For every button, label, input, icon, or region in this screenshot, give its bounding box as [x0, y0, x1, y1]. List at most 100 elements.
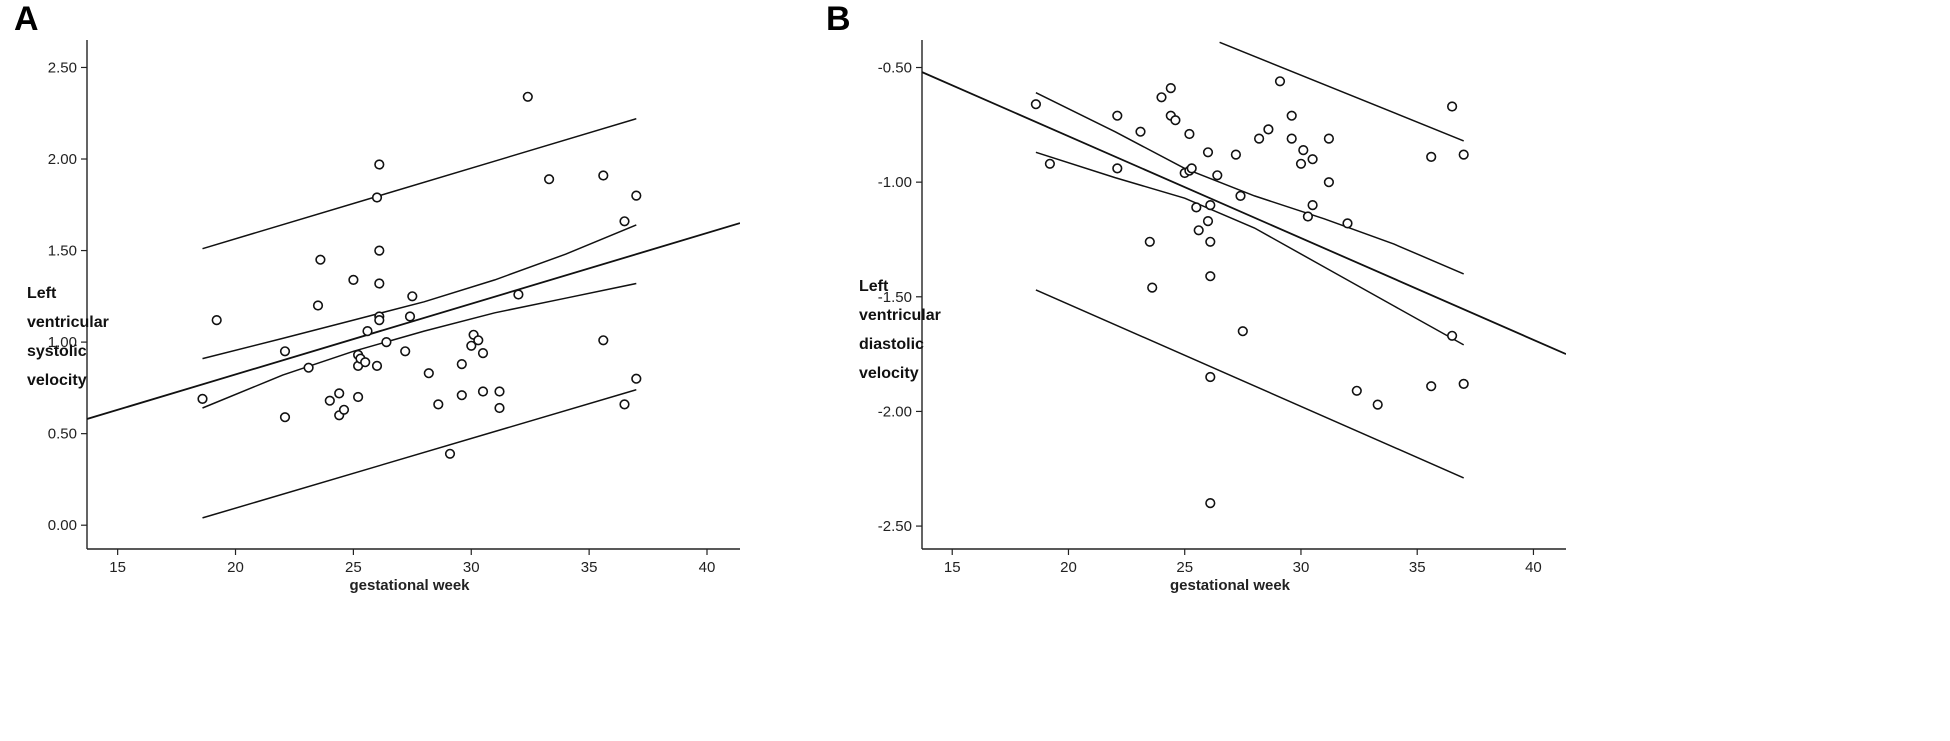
y-tick-label: 1.00	[48, 334, 77, 351]
y-axis-title-line: velocity	[27, 372, 87, 389]
data-point	[1156, 92, 1167, 103]
data-point	[543, 174, 555, 185]
data-point	[1186, 163, 1197, 174]
x-tick-label: 35	[581, 559, 598, 576]
data-point	[197, 393, 208, 405]
y-axis-title-line: Left	[859, 278, 889, 295]
prediction-interval-lower-line	[1035, 289, 1465, 479]
x-tick-label: 40	[1525, 559, 1542, 576]
data-point	[456, 390, 467, 401]
data-point	[1253, 133, 1265, 144]
mean-ci-lower-curve	[202, 282, 637, 409]
data-point	[494, 386, 505, 397]
data-point	[1184, 128, 1195, 140]
y-tick-label: 1.50	[48, 243, 77, 260]
x-tick-label: 40	[699, 559, 716, 576]
data-point	[598, 170, 609, 181]
data-point	[1426, 381, 1437, 392]
x-tick-label: 25	[1176, 559, 1193, 576]
x-tick-label: 25	[345, 559, 362, 576]
mean-ci-lower-curve	[1035, 151, 1465, 346]
data-point	[1205, 236, 1216, 247]
x-axis-title: gestational week	[1170, 577, 1291, 594]
data-point	[1446, 330, 1458, 341]
data-point	[279, 412, 291, 423]
data-point	[1307, 154, 1318, 165]
data-point	[1205, 371, 1216, 383]
y-tick-label: -1.00	[878, 174, 912, 191]
data-point	[1144, 236, 1155, 247]
data-point	[1202, 216, 1214, 227]
data-point	[400, 346, 411, 357]
data-point	[374, 315, 385, 326]
data-point	[1302, 211, 1313, 222]
x-tick-label: 20	[227, 559, 244, 576]
data-point	[1205, 271, 1216, 282]
data-point	[513, 289, 524, 300]
regression-fit-line	[87, 222, 740, 420]
data-point	[1044, 158, 1055, 169]
data-point	[404, 311, 416, 322]
y-tick-label: 0.00	[48, 517, 77, 534]
data-point	[1205, 200, 1216, 211]
data-point	[353, 391, 364, 403]
data-point	[494, 402, 505, 414]
data-point	[631, 373, 642, 384]
panel-letter: A	[14, 0, 39, 38]
data-point	[1446, 101, 1458, 112]
data-point	[456, 359, 467, 370]
data-point	[1235, 190, 1246, 201]
data-point	[1351, 385, 1362, 396]
data-point	[1295, 158, 1307, 169]
data-point	[1372, 399, 1383, 410]
data-point	[1030, 99, 1041, 110]
panel-a-systolic-chart: A 15 20 25 30 35 40 0.00 0.50 1.00 1.50 2.00 2.50 ges…	[14, 0, 740, 594]
prediction-interval-lower-line	[202, 388, 637, 519]
data-point	[466, 340, 477, 351]
x-tick-label: 30	[463, 559, 480, 576]
data-point	[1458, 378, 1469, 390]
y-tick-label: -2.00	[878, 403, 912, 420]
data-point	[1274, 76, 1286, 87]
data-point	[1298, 145, 1309, 156]
x-axis-title: gestational week	[349, 577, 470, 594]
data-point	[1263, 124, 1274, 135]
data-point	[433, 399, 444, 410]
x-tick-label: 20	[1060, 559, 1077, 576]
y-tick-label: 2.50	[48, 59, 77, 76]
data-point	[1112, 163, 1123, 174]
data-point	[348, 274, 359, 286]
mean-ci-upper-curve	[202, 224, 637, 360]
data-point	[303, 362, 314, 373]
data-point	[1135, 126, 1146, 137]
data-point	[1205, 498, 1216, 509]
y-tick-label: -2.50	[878, 518, 912, 535]
data-point	[522, 91, 533, 102]
data-point	[312, 300, 324, 311]
data-point	[362, 326, 373, 337]
data-point	[619, 399, 630, 410]
data-point	[1202, 147, 1214, 158]
data-point	[360, 357, 371, 368]
data-point	[374, 245, 385, 256]
data-point	[315, 254, 326, 265]
data-point	[374, 278, 385, 289]
data-point	[1286, 110, 1297, 121]
data-point	[631, 190, 642, 201]
y-axis-title-line: Left	[27, 285, 57, 302]
data-point	[1286, 133, 1297, 144]
data-point	[211, 315, 222, 326]
data-point	[1230, 149, 1241, 160]
y-axis-title-line: systolic	[27, 343, 87, 360]
data-point	[598, 335, 609, 346]
data-point	[1193, 225, 1204, 236]
data-point	[371, 360, 383, 372]
y-axis-title-line: velocity	[859, 365, 919, 382]
data-point	[1323, 133, 1334, 144]
data-point	[1323, 177, 1334, 188]
data-point	[1212, 170, 1223, 181]
data-point	[1237, 326, 1248, 337]
x-tick-label: 30	[1293, 559, 1310, 576]
mean-ci-upper-curve	[1035, 92, 1464, 275]
